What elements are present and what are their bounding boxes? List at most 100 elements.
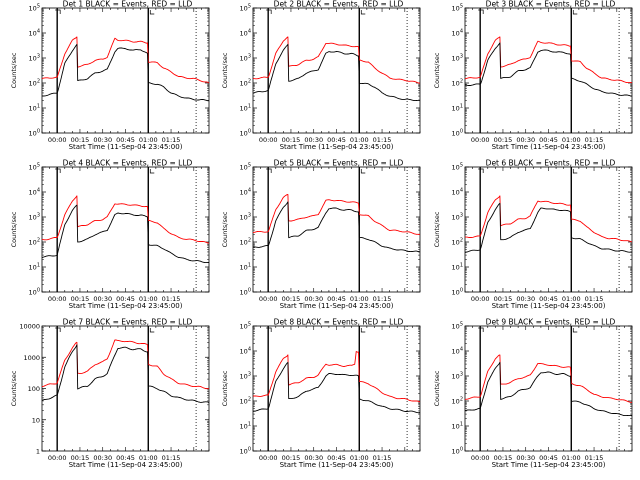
panel-title: Det 1 BLACK = Events, RED = LLD	[63, 0, 193, 9]
x-tick-label: 00:00	[259, 295, 278, 303]
y-axis-label: Counts/sec	[10, 370, 18, 406]
x-axis-label: Start Time (11-Sep-04 23:45:00)	[492, 143, 606, 151]
y-tick-label: 105	[452, 163, 463, 172]
x-tick-label: 01:15	[373, 136, 392, 144]
x-tick-label: 01:00	[139, 454, 158, 462]
x-tick-label: 00:45	[539, 136, 558, 144]
end-marker	[360, 169, 366, 174]
x-tick-label: 01:15	[373, 454, 392, 462]
x-tick-label: 01:00	[139, 295, 158, 303]
x-axis-label: Start Time (11-Sep-04 23:45:00)	[280, 302, 394, 310]
x-tick-label: 00:30	[93, 454, 112, 462]
x-tick-label: 00:00	[48, 295, 67, 303]
y-tick-label: 101	[240, 263, 251, 272]
series-lld-red	[465, 195, 633, 243]
panel-title: Det 4 BLACK = Events, RED = LLD	[63, 159, 193, 168]
series-events-black	[464, 361, 633, 417]
start-marker	[55, 9, 61, 14]
y-tick-label: 103	[29, 213, 40, 222]
series-events-black	[41, 344, 210, 404]
start-marker	[478, 327, 484, 332]
y-axis-label: Counts/sec	[433, 370, 441, 406]
plot-frame	[41, 166, 210, 293]
series-events-black	[253, 201, 421, 253]
x-tick-label: 00:30	[516, 136, 535, 144]
x-tick-label: 00:00	[471, 136, 490, 144]
x-tick-label: 00:15	[71, 136, 90, 144]
plot-frame	[464, 325, 633, 452]
y-tick-label: 100	[29, 129, 40, 138]
x-tick-label: 01:00	[562, 454, 581, 462]
y-tick-label: 104	[240, 347, 251, 356]
x-tick-label: 00:30	[93, 136, 112, 144]
x-tick-label: 01:15	[162, 454, 181, 462]
x-tick-label: 00:00	[259, 136, 278, 144]
x-tick-label: 00:00	[48, 136, 67, 144]
y-axis-label: Counts/sec	[10, 211, 18, 247]
x-tick-label: 00:00	[471, 295, 490, 303]
x-tick-label: 00:45	[116, 454, 135, 462]
plot-frame	[464, 7, 633, 134]
series-events-black	[464, 42, 632, 97]
panel-det-9: Det 9 BLACK = Events, RED = LLD 100 101 102…	[433, 318, 633, 469]
y-tick-label: 1000	[23, 354, 40, 362]
panel-det-6: Det 6 BLACK = Events, RED = LLD 100 101 102…	[433, 159, 633, 310]
series-events-black	[41, 204, 210, 264]
x-tick-label: 00:30	[93, 295, 112, 303]
series-events-black	[252, 43, 421, 102]
y-tick-label: 100	[29, 288, 40, 297]
y-tick-label: 102	[240, 397, 251, 406]
start-marker	[478, 9, 484, 14]
y-tick-label: 104	[240, 29, 251, 38]
x-tick-label: 00:45	[327, 295, 346, 303]
end-marker	[572, 169, 578, 174]
y-tick-label: 102	[452, 397, 463, 406]
y-tick-label: 105	[452, 4, 463, 13]
panel-det-8: Det 8 BLACK = Events, RED = LLD 100 101 102…	[221, 318, 421, 469]
start-marker	[266, 168, 272, 173]
panel-title: Det 7 BLACK = Events, RED = LLD	[63, 318, 193, 327]
y-tick-label: 101	[452, 104, 463, 113]
x-axis-label: Start Time (11-Sep-04 23:45:00)	[492, 461, 606, 469]
x-tick-label: 01:15	[373, 295, 392, 303]
x-tick-label: 01:00	[350, 295, 369, 303]
y-tick-label: 101	[452, 263, 463, 272]
x-tick-label: 00:15	[282, 295, 301, 303]
x-tick-label: 01:00	[350, 454, 369, 462]
x-tick-label: 00:15	[494, 295, 513, 303]
panel-title: Det 9 BLACK = Events, RED = LLD	[486, 318, 616, 327]
plot-frame	[252, 7, 421, 134]
y-tick-label: 100	[452, 447, 463, 456]
y-axis-label: Counts/sec	[433, 211, 441, 247]
y-tick-label: 102	[29, 238, 40, 247]
x-axis-label: Start Time (11-Sep-04 23:45:00)	[69, 461, 183, 469]
y-tick-label: 103	[240, 54, 251, 63]
x-tick-label: 00:30	[516, 295, 535, 303]
x-tick-label: 00:00	[471, 454, 490, 462]
y-axis-label: Counts/sec	[221, 211, 229, 247]
y-tick-label: 10	[32, 416, 40, 424]
end-marker	[360, 10, 366, 15]
y-tick-label: 1	[36, 448, 40, 456]
y-tick-label: 104	[29, 188, 40, 197]
y-tick-label: 103	[240, 213, 251, 222]
x-tick-label: 01:00	[139, 136, 158, 144]
panel-title: Det 2 BLACK = Events, RED = LLD	[274, 0, 404, 9]
panel-title: Det 8 BLACK = Events, RED = LLD	[274, 318, 404, 327]
x-tick-label: 01:15	[585, 454, 604, 462]
y-tick-label: 100	[28, 385, 40, 393]
y-tick-label: 100	[240, 129, 251, 138]
x-tick-label: 00:45	[539, 454, 558, 462]
end-marker	[572, 328, 578, 333]
panel-det-3: Det 3 BLACK = Events, RED = LLD 100 101 102…	[433, 0, 633, 151]
x-tick-label: 00:15	[71, 295, 90, 303]
panel-title: Det 6 BLACK = Events, RED = LLD	[486, 159, 616, 168]
y-axis-label: Counts/sec	[221, 370, 229, 406]
y-tick-label: 102	[29, 79, 40, 88]
y-tick-label: 105	[240, 163, 251, 172]
y-tick-label: 102	[240, 238, 251, 247]
series-events-black	[464, 202, 633, 253]
series-lld-red	[252, 36, 421, 84]
x-tick-label: 00:15	[282, 136, 301, 144]
y-tick-label: 100	[452, 129, 463, 138]
